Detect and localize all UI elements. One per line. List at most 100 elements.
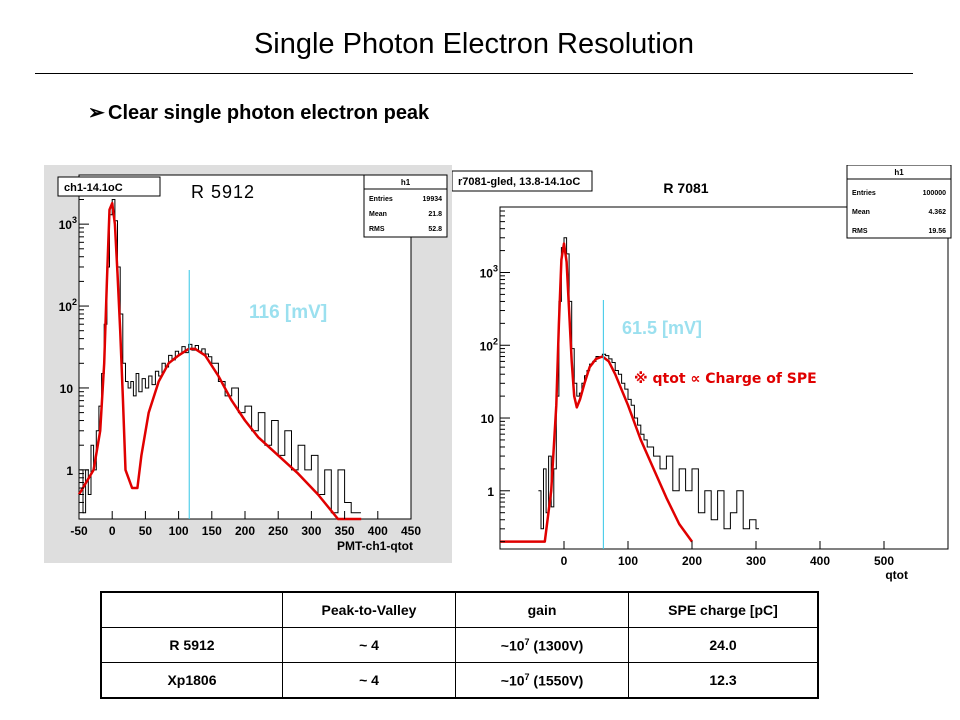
hist-title-box (452, 170, 593, 192)
y-tick-label: 1 (66, 464, 73, 478)
hist-title: r7081-gled, 13.8-14.1oC (458, 176, 580, 188)
table-header-gain: gain (455, 591, 629, 628)
stats-name: h1 (401, 178, 411, 187)
y-tick-base: 1 (66, 464, 73, 478)
bullet-text: Clear single photon electron peak (108, 102, 430, 124)
y-tick-base: 10 (60, 382, 74, 396)
stats-value: 19.56 (928, 228, 946, 235)
table-header-blank (100, 591, 283, 628)
x-tick-label: 150 (202, 524, 222, 538)
table-header-row: Peak-to-Valley gain SPE charge [pC] (100, 591, 819, 628)
x-tick-label: 250 (268, 524, 288, 538)
x-tick-label: 100 (169, 524, 189, 538)
gain-base: ~10 (500, 637, 525, 654)
x-tick-label: 200 (235, 524, 255, 538)
gain-exponent: 7 (524, 636, 530, 647)
chart-r7081-svg: 0 100 200 300 400 500110102103qtotr7081-gled,… (452, 165, 952, 582)
y-tick-exponent: 2 (72, 297, 77, 307)
y-tick-label: 103 (480, 263, 498, 280)
x-tick-label: 450 (401, 524, 421, 538)
x-tick-label: 50 (139, 524, 153, 538)
y-tick-label: 103 (59, 215, 77, 232)
y-tick-base: 10 (59, 300, 73, 314)
stats-box (363, 174, 448, 238)
y-tick-base: 10 (480, 266, 494, 280)
x-tick-label: 0 (561, 554, 568, 568)
marker-label: 61.5 [mV] (622, 318, 702, 338)
y-tick-base: 10 (481, 412, 495, 426)
spe-summary-table: Peak-to-Valley gain SPE charge [pC] R 59… (100, 591, 819, 699)
table-cell-pmt: R 5912 (100, 627, 283, 663)
x-tick-label: 350 (335, 524, 355, 538)
stats-value: 52.8 (428, 226, 442, 233)
y-tick-label: 102 (59, 297, 77, 314)
x-tick-label: 300 (301, 524, 321, 538)
stats-key: Mean (852, 209, 870, 216)
annotation-note: ※ qtot ∝ Charge of SPE (634, 371, 817, 387)
marker-label: 116 [mV] (249, 302, 327, 323)
chart-r7081: 0 100 200 300 400 500 1 10 102 103 qtot r7081-gled,… (452, 165, 957, 587)
table-row: Xp1806 ~ 4 ~107 (1550V) 12.3 (100, 662, 819, 699)
y-tick-label: 1 (487, 485, 494, 499)
y-tick-base: 10 (59, 218, 73, 232)
table-cell-charge: 24.0 (628, 627, 819, 663)
table-row: R 5912 ~ 4 ~107 (1300V) 24.0 (100, 627, 819, 663)
x-tick-label: 500 (874, 554, 894, 568)
marker-label-box (236, 293, 369, 325)
table-header-charge: SPE charge [pC] (628, 591, 819, 628)
stats-key: Entries (369, 196, 393, 203)
x-tick-label: 0 (109, 524, 116, 538)
plot-frame (78, 174, 412, 520)
title-divider (35, 73, 913, 74)
x-tick-label: 200 (682, 554, 702, 568)
x-tick-label: -50 (70, 524, 88, 538)
y-tick-label: 10 (481, 412, 495, 426)
gain-voltage: (1300V) (529, 637, 584, 654)
y-tick-label: 102 (480, 336, 498, 353)
chart-r5912-svg: -50 0 50 100 150 200 250 300 350 400 450110102103P… (44, 165, 454, 563)
stats-value: 4.362 (928, 209, 946, 216)
table-cell-pmt: Xp1806 (100, 662, 283, 699)
stats-key: RMS (852, 228, 868, 235)
stats-key: RMS (369, 226, 385, 233)
table-cell-gain: ~107 (1300V) (455, 627, 629, 663)
stats-box (846, 165, 952, 239)
fit-curve (77, 201, 362, 521)
x-tick-label: 300 (746, 554, 766, 568)
y-tick-base: 10 (480, 339, 494, 353)
pmt-label: R 5912 (191, 182, 255, 202)
chart-r5912: -50 0 50 100 150 200 250 300 350 400 450 1 10 102 103 P… (44, 165, 454, 563)
stats-value: 19934 (423, 196, 443, 203)
stats-name: h1 (894, 168, 904, 177)
pmt-label: R 7081 (663, 180, 708, 196)
y-tick-label: 10 (60, 382, 74, 396)
table-cell-pv: ~ 4 (282, 662, 456, 699)
stats-value: 21.8 (428, 211, 442, 218)
x-tick-label: 100 (618, 554, 638, 568)
slide-title: Single Photon Electron Resolution (253, 28, 695, 60)
gain-voltage: (1550V) (529, 672, 584, 689)
table-cell-charge: 12.3 (628, 662, 819, 699)
y-tick-exponent: 2 (493, 336, 498, 346)
gain-base: ~10 (500, 672, 525, 689)
bullet-arrow-icon: ➢ (88, 102, 105, 124)
gain-exponent: 7 (524, 671, 530, 682)
hist-title-box (57, 176, 161, 197)
x-tick-label: 400 (368, 524, 388, 538)
table-cell-gain: ~107 (1550V) (455, 662, 629, 699)
x-axis-label: qtot (885, 568, 908, 582)
spe-summary-table-wrap: Peak-to-Valley gain SPE charge [pC] R 59… (100, 591, 819, 699)
pmt-label-box (187, 180, 259, 204)
bullet-point: ➢ Clear single photon electron peak (88, 100, 429, 125)
y-tick-exponent: 3 (72, 215, 77, 225)
stats-key: Mean (369, 211, 387, 218)
fit-curve (500, 242, 694, 543)
x-axis-label: PMT-ch1-qtot (337, 539, 413, 553)
y-tick-exponent: 3 (493, 263, 498, 273)
stats-key: Entries (852, 190, 876, 197)
x-tick-label: 400 (810, 554, 830, 568)
table-header-pv: Peak-to-Valley (282, 591, 456, 628)
table-cell-pv: ~ 4 (282, 627, 456, 663)
hist-title: ch1-14.1oC (64, 182, 123, 194)
y-tick-base: 1 (487, 485, 494, 499)
